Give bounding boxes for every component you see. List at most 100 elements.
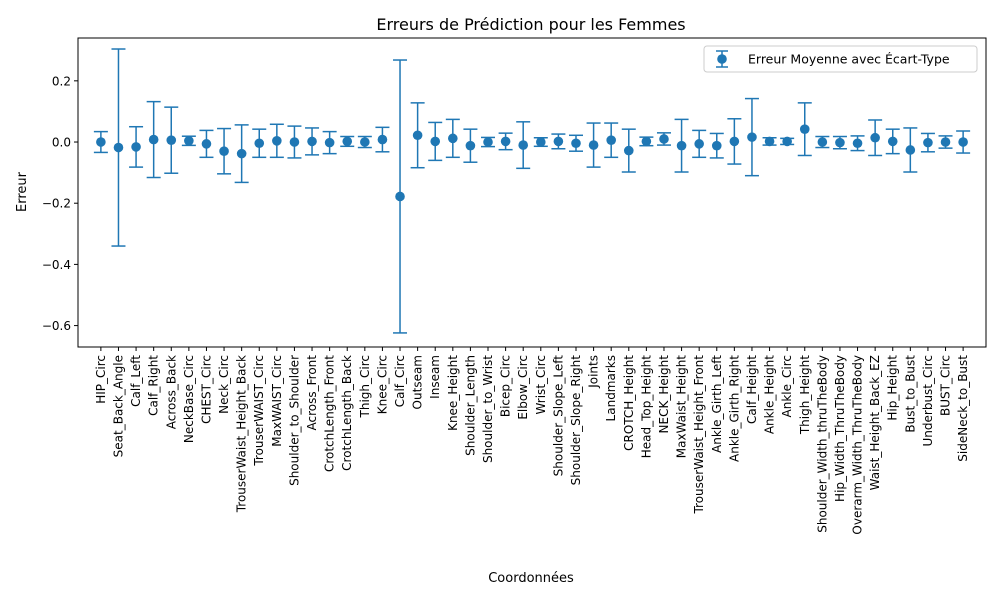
x-tick-label: NeckBase_Circ	[182, 355, 196, 443]
mean-point	[166, 135, 177, 145]
x-tick-label: Landmarks	[604, 355, 618, 421]
error-bar-Landmarks	[604, 122, 619, 159]
error-bar-Head_Top_Height	[639, 136, 654, 147]
mean-point	[623, 145, 634, 156]
error-bar-Bust_to_Bust	[903, 127, 918, 173]
error-bar-BUST_Circ	[938, 135, 953, 149]
mean-point	[870, 132, 880, 143]
error-bar-CrotchLength_Front	[322, 130, 337, 155]
x-tick-label: Bust_to_Bust	[903, 355, 917, 433]
x-tick-label: Shoulder_Slope_Left	[551, 355, 565, 477]
error-bar-Seat_Back_Angle	[111, 48, 126, 247]
x-tick-label: CROTCH_Height	[622, 355, 636, 451]
error-bar-Bicep_Circ	[498, 132, 513, 151]
x-tick-label: TrouserWaist_Height_Back	[235, 355, 249, 513]
mean-point	[448, 133, 458, 144]
mean-point	[342, 136, 353, 147]
mean-point	[412, 130, 423, 141]
error-bar-Ankle_Girth_Right	[727, 118, 742, 165]
plot-area	[93, 48, 971, 334]
x-tick-label: SideNeck_to_Bust	[956, 355, 970, 462]
mean-point	[148, 134, 159, 145]
x-tick-label: Waist_Height_Back_EZ	[868, 355, 882, 490]
error-bar-Across_Back	[164, 106, 179, 174]
error-bar-Knee_Circ	[375, 126, 390, 153]
x-tick-label: Ankle_Circ	[780, 355, 794, 417]
mean-point	[201, 139, 212, 149]
mean-point	[236, 148, 247, 159]
legend: Erreur Moyenne avec Écart-Type	[703, 45, 978, 73]
error-bar-Joints	[586, 122, 601, 168]
x-tick-label: Wrist_Circ	[534, 355, 548, 415]
x-tick-label: Seat_Back_Angle	[111, 355, 125, 457]
x-tick-label: Knee_Circ	[375, 355, 389, 414]
mean-point	[887, 136, 898, 147]
y-axis: −0.6 −0.4 −0.2 0.0 0.2	[42, 74, 78, 333]
x-tick-label: Knee_Height	[446, 355, 460, 431]
x-tick-label: CrotchLength_Back	[340, 355, 354, 471]
x-tick-label: Hip_Width_ThruTheBody	[833, 355, 847, 502]
mean-point	[518, 140, 529, 150]
y-tick-label: 0.0	[52, 136, 71, 150]
mean-point	[360, 137, 370, 147]
error-bar-Knee_Height	[445, 118, 460, 159]
x-tick-label: MaxWAIST_Circ	[270, 355, 284, 447]
mean-point	[641, 136, 652, 147]
x-tick-label: Overarm_Width_ThruTheBody	[851, 355, 865, 535]
error-bar-Calf_Height	[744, 97, 759, 177]
x-tick-label: Outseam	[411, 355, 425, 409]
mean-point	[835, 137, 845, 148]
axes-frame	[77, 37, 987, 348]
error-bar-Calf_Right	[146, 100, 161, 179]
error-bar-Thigh_Circ	[357, 135, 372, 149]
x-tick-label: Inseam	[428, 355, 442, 399]
x-tick-label: NECK_Height	[657, 355, 671, 434]
error-bar-Shoulder_Length	[463, 128, 478, 163]
y-tick-label: −0.4	[42, 258, 71, 272]
y-tick-label: 0.2	[52, 74, 71, 88]
y-axis-label: Erreur	[15, 171, 30, 212]
mean-point	[254, 138, 265, 149]
mean-point	[852, 138, 863, 149]
error-bar-Ankle_Height	[762, 136, 777, 147]
mean-point	[184, 135, 194, 146]
error-bar-Ankle_Circ	[780, 136, 795, 147]
error-bar-Shoulder_to_Shoulder	[287, 125, 302, 159]
mean-point	[535, 137, 546, 147]
mean-point	[782, 136, 792, 147]
mean-point	[219, 146, 229, 156]
mean-point	[588, 140, 599, 150]
legend-label: Erreur Moyenne avec Écart-Type	[748, 52, 950, 67]
mean-point	[905, 145, 916, 155]
mean-point	[764, 136, 775, 147]
error-bar-SideNeck_to_Bust	[956, 130, 971, 154]
error-bar-Shoulder_Slope_Right	[568, 134, 583, 152]
mean-point	[659, 134, 669, 144]
error-bar-NeckBase_Circ	[181, 135, 196, 147]
legend-marker	[716, 50, 728, 68]
x-tick-label: Shoulder_Slope_Right	[569, 355, 583, 486]
mean-point	[483, 137, 493, 147]
legend-marker-point	[717, 54, 727, 64]
error-bar-Calf_Left	[129, 125, 144, 168]
x-tick-label: Shoulder_to_Shoulder	[287, 355, 301, 486]
x-tick-label: Shoulder_Width_thruTheBody	[815, 355, 829, 533]
x-tick-label: Ankle_Girth_Left	[710, 355, 724, 453]
mean-point	[571, 138, 581, 149]
mean-point	[131, 142, 141, 152]
error-bar-Underbust_Circ	[920, 132, 935, 153]
x-tick-label: Ankle_Height	[763, 355, 777, 434]
error-bar-Wrist_Circ	[533, 136, 548, 148]
mean-point	[395, 191, 405, 202]
error-bar-Across_Front	[305, 127, 320, 156]
error-bar-HIP_Circ	[93, 130, 108, 154]
error-bar-TrouserWaist_Height_Front	[692, 129, 707, 159]
mean-point	[272, 135, 282, 146]
x-axis-label: Coordonnées	[488, 571, 574, 586]
legend-box	[703, 45, 978, 73]
x-tick-label: Across_Back	[164, 355, 178, 429]
x-tick-label: CrotchLength_Front	[323, 355, 337, 472]
x-tick-label: BUST_Circ	[939, 355, 953, 416]
